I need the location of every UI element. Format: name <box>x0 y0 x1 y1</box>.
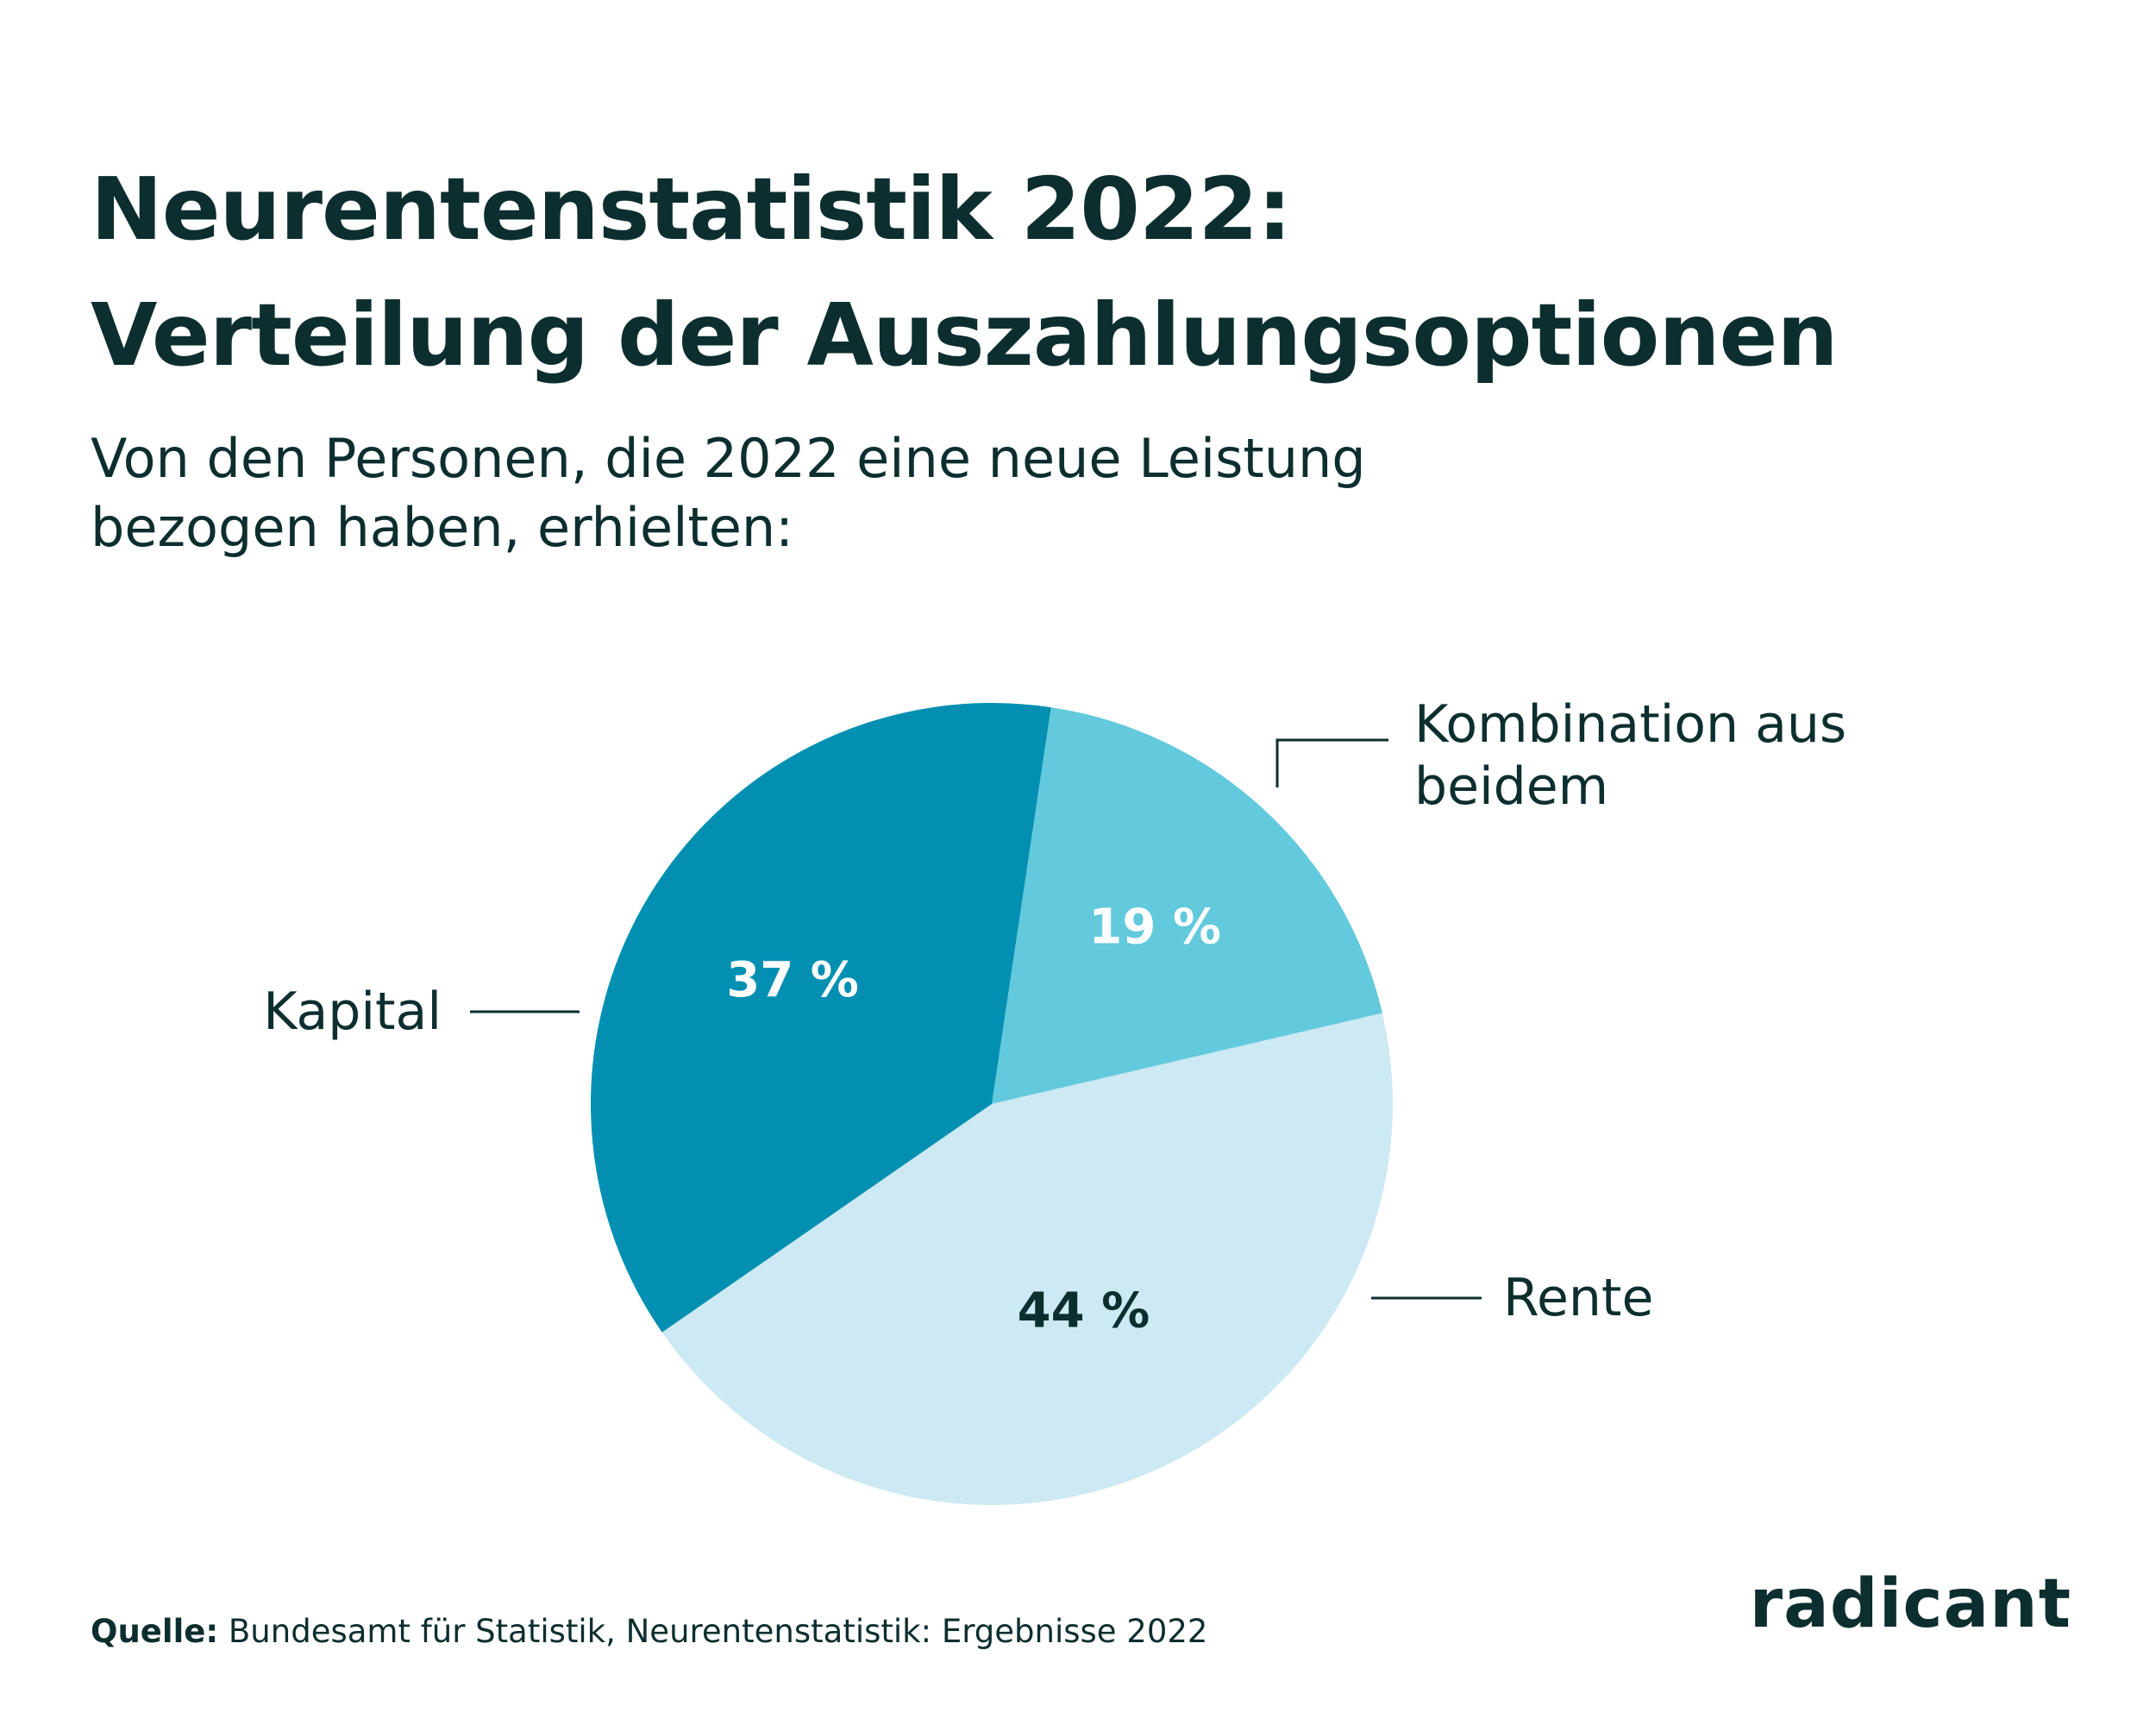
chart-title-line-1: Neurentenstatistik 2022: <box>91 159 1292 260</box>
slice-category-label-rente: Rente <box>1503 1268 1653 1328</box>
pie-slice-kombination-aus-beidem <box>992 707 1382 1104</box>
chart-subtitle-line-2: bezogen haben, erhielten: <box>91 496 794 559</box>
pie-slice-rente <box>661 1013 1393 1505</box>
radicant-logo: radicant <box>1749 1565 2071 1643</box>
chart-subtitle: Von den Personen, die 2022 eine neue Lei… <box>91 424 1366 562</box>
chart-title: Neurentenstatistik 2022: Verteilung der … <box>91 147 1839 398</box>
slice-value-label-kapital: 37 % <box>726 952 859 1008</box>
slice-category-label-kombination-aus-beidem: Kombination aus beidem <box>1414 694 1846 817</box>
slice-value-label-kombination-aus-beidem: 19 % <box>1088 899 1221 955</box>
chart-title-line-2: Verteilung der Auszahlungsoptionen <box>91 285 1839 386</box>
source-note: Quelle: Bundesamt für Statistik, Neurent… <box>91 1613 1207 1650</box>
slice-category-label-kapital: Kapital <box>263 982 442 1042</box>
slice-value-label-rente: 44 % <box>1018 1283 1150 1339</box>
leader-line-kombination-aus-beidem <box>1275 738 1388 787</box>
chart-subtitle-line-1: Von den Personen, die 2022 eine neue Lei… <box>91 427 1366 490</box>
source-label: Quelle: <box>91 1613 219 1650</box>
pie-slice-kapital <box>591 703 1051 1333</box>
source-text: Bundesamt für Statistik, Neurentenstatis… <box>218 1613 1208 1650</box>
